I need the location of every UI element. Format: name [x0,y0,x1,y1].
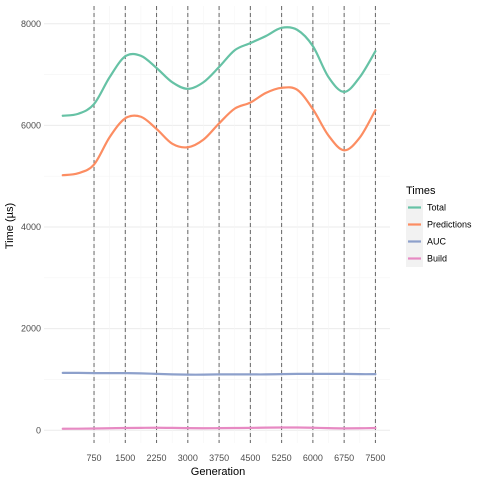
y-tick-label: 0 [36,425,41,435]
gridlines [44,6,390,443]
y-axis-ticks: 0 2000 4000 6000 8000 [21,19,41,436]
x-axis-title: Generation [191,466,245,478]
y-tick-label: 8000 [21,19,41,29]
x-tick-label: 750 [87,453,102,463]
x-tick-label: 6000 [303,453,323,463]
x-tick-label: 6750 [334,453,354,463]
legend-label: Build [427,254,447,264]
y-tick-label: 2000 [21,324,41,334]
reference-lines [93,6,376,443]
x-tick-label: 5250 [272,453,292,463]
x-tick-label: 4500 [240,453,260,463]
x-tick-label: 2250 [147,453,167,463]
x-tick-label: 7500 [365,453,385,463]
x-tick-label: 3750 [209,453,229,463]
legend-label: AUC [427,237,447,247]
legend-title: Times [406,185,436,197]
x-axis-ticks: 750 1500 2250 3000 3750 4500 5250 6000 6750 7500 [87,453,386,463]
series-line-total [61,26,377,117]
series-lines [61,26,377,430]
legend-label: Total [427,203,446,213]
legend: Times Total Predictions AUC Build [406,185,472,267]
series-line-auc [61,371,377,376]
series-line-predictions [61,86,377,177]
legend-label: Predictions [427,220,472,230]
series-line-build [61,426,377,430]
x-tick-label: 1500 [115,453,135,463]
y-tick-label: 4000 [21,222,41,232]
y-tick-label: 6000 [21,120,41,130]
y-axis-title: Time (µs) [4,203,16,249]
x-tick-label: 3000 [178,453,198,463]
